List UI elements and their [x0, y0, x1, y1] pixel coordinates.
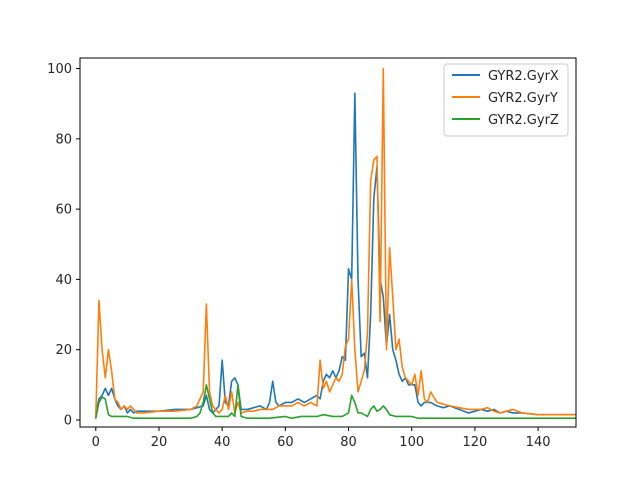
series-lines	[95, 67, 576, 420]
legend-label-gyry: GYR2.GyrY	[488, 91, 558, 106]
legend-label-gyrx: GYR2.GyrX	[488, 69, 559, 84]
x-tick-label: 60	[277, 435, 294, 450]
legend: GYR2.GyrX GYR2.GyrY GYR2.GyrZ	[443, 63, 569, 137]
series-line-gyr2-gyrx	[95, 92, 576, 416]
x-tick-label: 0	[92, 435, 100, 450]
y-tick-label: 0	[64, 413, 72, 428]
y-tick-label: 40	[55, 273, 72, 288]
legend-label-gyrz: GYR2.GyrZ	[488, 113, 559, 128]
x-tick-label: 80	[340, 435, 357, 450]
axes: 0 20 40 60 80 100 120 140 0 20 40 60 80 100	[47, 57, 577, 450]
x-tick-label: 120	[462, 435, 487, 450]
series-line-gyr2-gyrz	[95, 384, 576, 420]
y-tick-label: 60	[55, 203, 72, 218]
y-tick-label: 80	[55, 132, 72, 147]
y-tick-label: 100	[47, 62, 72, 77]
x-tick-label: 100	[399, 435, 424, 450]
x-tick-label: 140	[526, 435, 551, 450]
x-tick-label: 20	[151, 435, 168, 450]
x-tick-label: 40	[214, 435, 231, 450]
plot-frame	[79, 57, 577, 428]
y-tick-label: 20	[55, 343, 72, 358]
series-line-gyr2-gyry	[95, 67, 576, 418]
